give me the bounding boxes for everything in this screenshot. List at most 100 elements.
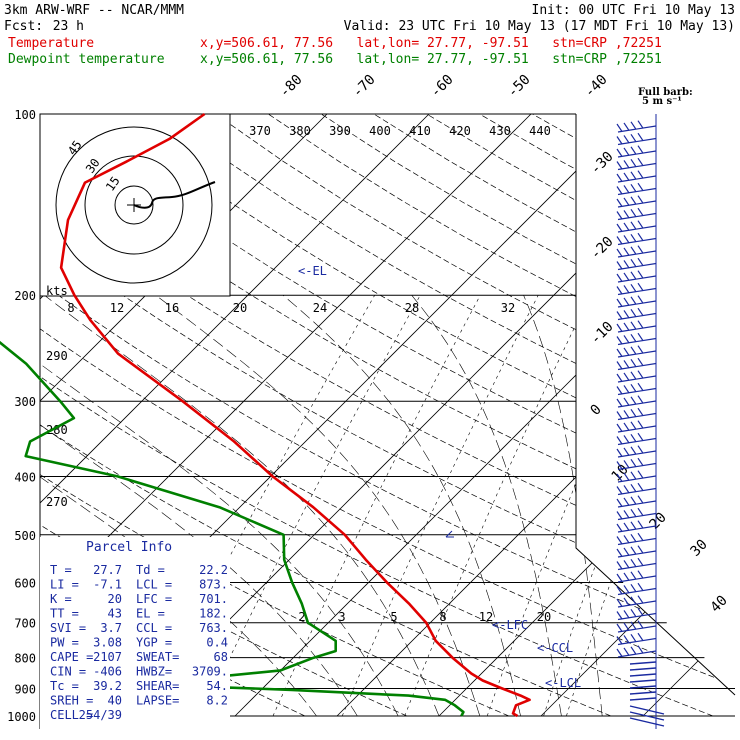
isotherm-label: -80	[277, 72, 306, 101]
parcel-info-cell: TT =	[50, 607, 79, 621]
wind-barb-low	[629, 685, 657, 689]
wind-barb	[616, 470, 657, 483]
mixing-ratio-label-200: 16	[165, 301, 179, 315]
parcel-info-cell: 39.2	[93, 679, 122, 693]
legend-dewpoint-coords: x,y=506.61, 77.56 lat,lon= 27.77, -97.51…	[200, 52, 662, 67]
mixing-ratio-label-200: 12	[110, 301, 124, 315]
parcel-info-cell: 3709.	[192, 665, 228, 679]
parcel-info-cell: 43	[108, 607, 122, 621]
wind-barb-low	[629, 667, 657, 671]
parcel-info-cell: LCL =	[136, 578, 172, 592]
lcl-marker: <-LCL	[545, 676, 581, 690]
dry-adiabat	[109, 114, 735, 717]
wind-barb	[616, 245, 657, 258]
barb-key-title: Full barb:	[638, 87, 693, 98]
mixing-ratio-line	[147, 295, 375, 717]
parcel-info-cell: Td =	[136, 563, 165, 577]
isotherm-line	[40, 114, 532, 717]
theta-label: 440	[529, 124, 551, 138]
parcel-info-cell: 254/39	[79, 708, 122, 722]
dry-adiabat-label: 270	[46, 495, 68, 509]
pressure-label-700: 700	[14, 617, 36, 631]
isotherm-label: -50	[505, 72, 534, 101]
parcel-info-cell: CAPE =	[50, 650, 93, 664]
wind-barb	[616, 120, 657, 133]
mixing-ratio-label-200: 20	[233, 301, 247, 315]
dry-adiabat	[40, 114, 735, 717]
isotherm-line	[642, 114, 735, 717]
mixing-ratio-label-700: 2	[298, 610, 305, 624]
wind-barb	[616, 220, 657, 233]
wind-barb	[616, 270, 657, 283]
pressure-label-300: 300	[14, 395, 36, 409]
dry-adiabat-label: 280	[46, 423, 68, 437]
wind-barb	[616, 545, 657, 558]
theta-label: 430	[489, 124, 511, 138]
wind-barb	[616, 445, 657, 458]
dry-adiabat	[162, 114, 735, 717]
dewpoint-profile	[0, 340, 465, 717]
parcel-info-cell: 0.4	[206, 636, 228, 650]
isotherm-label: -30	[588, 149, 617, 178]
ccl-marker: <-CCL	[537, 641, 573, 655]
moist-adiabat	[523, 295, 603, 717]
parcel-info-cell: SHEAR=	[136, 679, 179, 693]
parcel-info-cell: 2107	[93, 650, 122, 664]
wind-barb-low	[629, 717, 665, 727]
hodograph: 15 30 45 kts	[39, 113, 231, 298]
parcel-info-cell: 68	[214, 650, 228, 664]
isotherm-label: -20	[588, 234, 617, 263]
parcel-info-cell: CELL =	[50, 708, 93, 722]
dry-adiabat	[320, 114, 735, 717]
legend-temperature: Temperature	[8, 36, 94, 51]
wind-barb	[616, 595, 657, 608]
isotherm-line	[40, 114, 430, 717]
wind-barb	[616, 182, 657, 196]
dry-adiabat	[426, 114, 735, 717]
parcel-info-cell: 182.	[199, 607, 228, 621]
model-title: 3km ARW-WRF -- NCAR/MMM	[4, 3, 184, 18]
theta-label: 400	[369, 124, 391, 138]
parcel-info-title: Parcel Info	[86, 540, 172, 555]
mixing-ratio-label-700: 5	[390, 610, 397, 624]
wind-barb-low	[629, 673, 657, 677]
wind-barb	[616, 195, 657, 208]
wind-barb	[616, 157, 657, 171]
wind-barb	[616, 307, 657, 321]
wind-barb	[616, 570, 657, 583]
isotherm-label: -40	[582, 72, 611, 101]
pressure-label-800: 800	[14, 652, 36, 666]
parcel-info-cell: 22.2	[199, 563, 228, 577]
parcel-info-cell: 763.	[199, 621, 228, 635]
parcel-info-cell: YGP =	[136, 636, 172, 650]
hodograph-unit: kts	[46, 284, 68, 298]
valid-time: Valid: 23 UTC Fri 10 May 13 (17 MDT Fri …	[344, 19, 735, 34]
dry-adiabat	[215, 114, 735, 717]
parcel-marker-icon	[445, 530, 454, 538]
parcel-info-cell: 40	[108, 694, 122, 708]
forecast-label: Fcst:	[4, 19, 43, 34]
moist-adiabat	[44, 294, 440, 717]
wind-barb	[616, 132, 657, 146]
parcel-info-cell: 54.	[206, 679, 228, 693]
wind-barb	[616, 170, 657, 183]
isotherm-label: 40	[708, 593, 731, 616]
barb-key-unit: 5 m s⁻¹	[642, 96, 682, 107]
wind-barb-low	[629, 661, 657, 665]
wind-barb	[616, 320, 657, 333]
isotherm-label: -60	[428, 72, 457, 101]
wind-barb-low	[629, 705, 665, 715]
wind-barb	[616, 457, 657, 471]
isotherm-line	[540, 114, 735, 717]
parcel-info-cell: K =	[50, 592, 72, 606]
dry-adiabat	[40, 114, 612, 717]
theta-label: 410	[409, 124, 431, 138]
wind-barb-low	[629, 691, 657, 695]
parcel-info-cell: SWEAT=	[136, 650, 179, 664]
parcel-info-cell: LAPSE=	[136, 694, 179, 708]
mixing-ratio-label-200: 24	[313, 301, 327, 315]
parcel-info-cell: -7.1	[93, 578, 122, 592]
wind-barb	[616, 632, 657, 646]
parcel-info-cell: -406	[93, 665, 122, 679]
parcel-info-cell: SREH =	[50, 694, 93, 708]
